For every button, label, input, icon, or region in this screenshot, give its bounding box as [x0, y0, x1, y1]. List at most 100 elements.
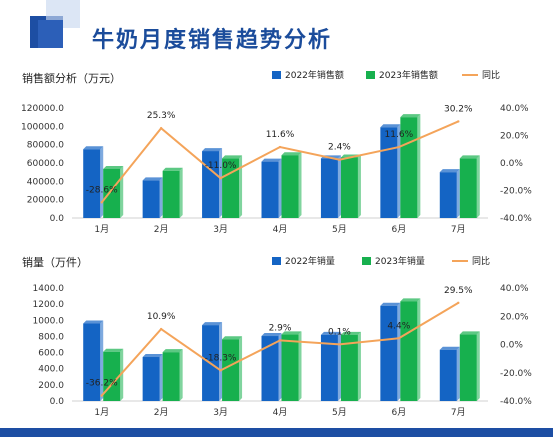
bar-top: [340, 331, 361, 335]
bar: [459, 158, 477, 218]
bar: [162, 170, 180, 218]
bar-top: [222, 336, 243, 340]
bar-side: [219, 322, 223, 401]
bar-side: [417, 114, 421, 218]
x-tick-label: 3月: [213, 224, 228, 235]
y-right-tick-label: 40.0%: [500, 284, 529, 294]
y-right-tick-label: -20.0%: [500, 187, 532, 197]
x-tick-label: 6月: [391, 407, 406, 418]
bar-side: [476, 155, 480, 218]
bar-side: [239, 336, 243, 401]
y-right-tick-label: -40.0%: [500, 397, 532, 407]
y-right-tick-label: -40.0%: [500, 214, 532, 224]
bar-top: [142, 354, 163, 358]
bar-top: [103, 348, 124, 352]
yoy-point: [100, 201, 103, 204]
footer-band: [0, 428, 553, 437]
bar: [340, 334, 358, 401]
legend-swatch: [362, 257, 371, 265]
yoy-point: [159, 327, 163, 331]
yoy-data-label: -18.3%: [205, 353, 237, 363]
bar: [320, 334, 338, 401]
bar-side: [278, 333, 282, 401]
bar-top: [162, 349, 183, 353]
yoy-data-label: 10.9%: [147, 312, 176, 322]
bar-side: [476, 331, 480, 401]
yoy-data-label: 30.2%: [444, 104, 473, 114]
x-tick-label: 5月: [332, 224, 347, 235]
y-right-tick-label: -20.0%: [500, 369, 532, 379]
bar-top: [380, 124, 401, 128]
yoy-data-label: 11.6%: [266, 130, 295, 140]
bar-top: [439, 169, 460, 173]
y-left-tick-label: 60000.0: [27, 159, 64, 169]
bar-side: [298, 331, 302, 401]
bar: [83, 323, 101, 401]
x-tick-label: 2月: [154, 224, 169, 235]
y-right-tick-label: 20.0%: [500, 132, 529, 142]
legend-label: 2022年销售额: [285, 69, 344, 81]
sales-amount-chart: 销售额分析（万元） 2022年销售额 2023年销售额 同比 0.0 20000.0 400…: [21, 69, 532, 235]
bar-side: [357, 154, 361, 218]
y-left-tick-label: 100000.0: [21, 122, 64, 132]
bar-side: [159, 354, 163, 401]
bar-side: [337, 155, 341, 218]
yoy-point: [338, 158, 341, 161]
bar: [261, 336, 279, 401]
y-left-tick-label: 1200.0: [33, 300, 65, 310]
bar: [281, 334, 299, 401]
bar-top: [439, 346, 460, 350]
yoy-data-label: 2.9%: [269, 323, 292, 333]
bar: [459, 334, 477, 401]
yoy-point: [219, 176, 222, 180]
yoy-point: [457, 301, 460, 305]
bar: [202, 151, 220, 218]
yoy-point: [219, 369, 222, 372]
bar-top: [459, 331, 480, 335]
y-right-tick-label: 40.0%: [500, 104, 529, 114]
yoy-data-label: 11.6%: [385, 130, 414, 140]
bar-side: [278, 158, 282, 218]
bar-top: [380, 302, 401, 306]
bar-top: [320, 331, 341, 335]
yoy-point: [397, 145, 401, 149]
bar-side: [179, 167, 183, 218]
yoy-data-label: 0.1%: [328, 327, 351, 337]
bar-top: [261, 158, 282, 162]
y-left-tick-label: 0.0: [50, 397, 65, 407]
bar-side: [120, 165, 124, 218]
chart-title: 销售额分析（万元）: [22, 71, 121, 85]
bar: [222, 158, 240, 218]
bar: [83, 149, 101, 218]
bar: [142, 180, 160, 218]
page-title: 牛奶月度销售趋势分析: [92, 28, 333, 53]
bar: [400, 117, 418, 218]
yoy-point: [100, 394, 103, 397]
bar-top: [202, 322, 223, 326]
bar: [142, 357, 160, 401]
x-tick-label: 4月: [273, 407, 288, 418]
y-left-tick-label: 400.0: [38, 365, 64, 375]
bar: [103, 168, 121, 218]
yoy-data-label: 2.4%: [328, 143, 351, 153]
logo-squares-icon: [30, 0, 80, 48]
yoy-data-label: 4.4%: [387, 321, 410, 331]
legend-swatch: [272, 71, 281, 79]
yoy-data-label: -11.0%: [205, 161, 237, 171]
bar-side: [417, 298, 421, 401]
bar: [340, 157, 358, 218]
yoy-point: [397, 337, 401, 340]
y-left-tick-label: 800.0: [38, 332, 64, 342]
y-left-tick-label: 0.0: [50, 214, 65, 224]
x-tick-label: 2月: [154, 407, 169, 418]
bar-top: [281, 152, 302, 156]
y-left-tick-label: 200.0: [38, 381, 64, 391]
yoy-data-label: -28.6%: [86, 185, 118, 195]
bar-top: [83, 146, 104, 150]
bar-top: [142, 177, 163, 181]
bar-top: [459, 155, 480, 159]
y-left-tick-label: 40000.0: [27, 177, 64, 187]
x-tick-label: 7月: [451, 224, 466, 235]
bar-top: [222, 155, 243, 159]
